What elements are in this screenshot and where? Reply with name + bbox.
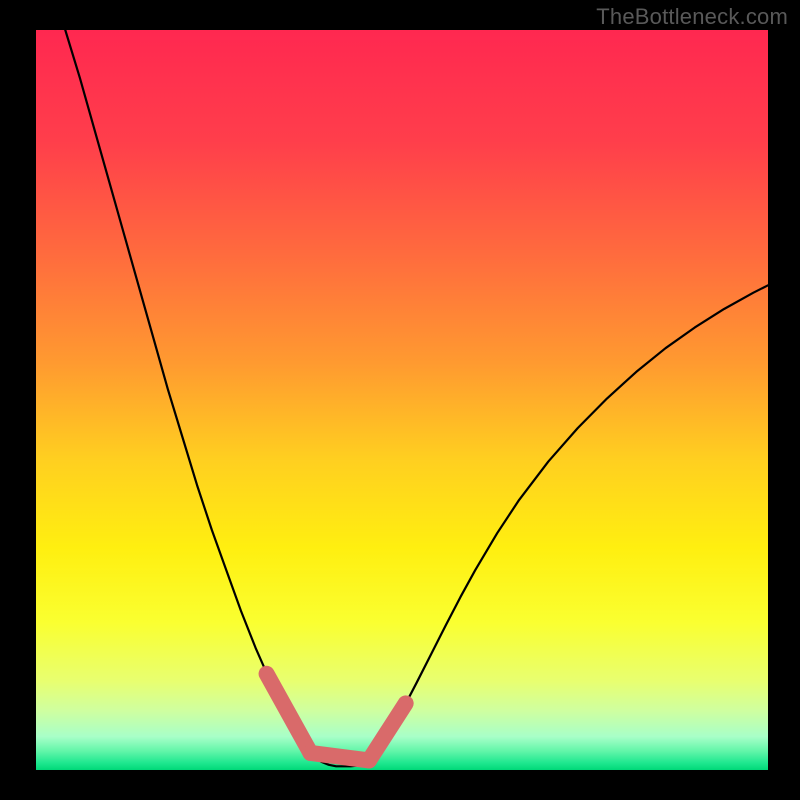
chart-stage: TheBottleneck.com [0,0,800,800]
plot-svg [36,30,768,770]
gradient-background [36,30,768,770]
watermark-text: TheBottleneck.com [596,4,788,30]
plot-area [36,30,768,770]
highlight-segment [311,753,370,760]
